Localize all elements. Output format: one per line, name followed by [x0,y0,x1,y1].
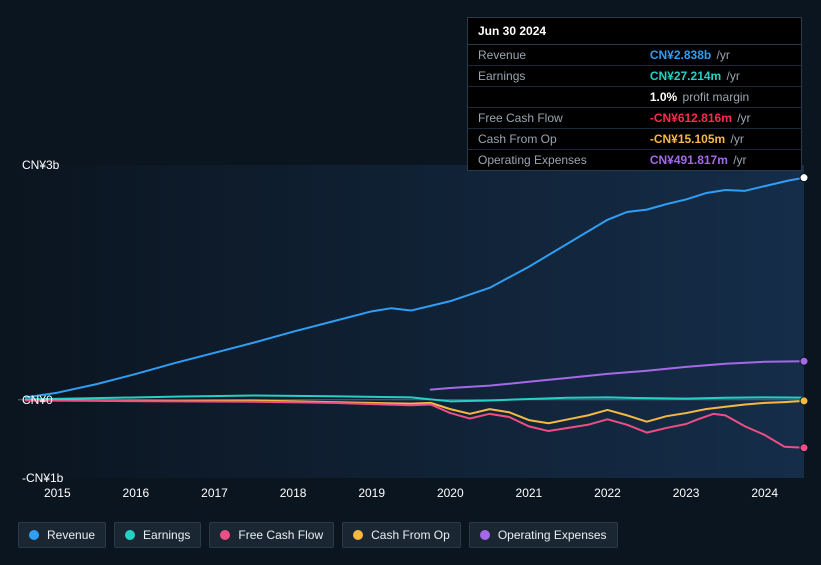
series-end-marker-operating-expenses [800,357,808,365]
tooltip-row: 1.0% profit margin [468,87,801,108]
tooltip-row-value: 1.0% profit margin [640,87,801,108]
y-axis-label: CN¥3b [22,158,59,172]
x-axis-label: 2017 [201,486,228,500]
tooltip-row-value: -CN¥612.816m /yr [640,108,801,129]
tooltip-row-value: CN¥491.817m /yr [640,150,801,171]
tooltip-row: RevenueCN¥2.838b /yr [468,45,801,66]
legend-label: Free Cash Flow [238,528,323,542]
tooltip-row: Cash From Op-CN¥15.105m /yr [468,129,801,150]
legend-item-free-cash-flow[interactable]: Free Cash Flow [209,522,334,548]
tooltip-row-value: -CN¥15.105m /yr [640,129,801,150]
legend-label: Earnings [143,528,190,542]
tooltip-row-label: Operating Expenses [468,150,640,171]
legend-label: Revenue [47,528,95,542]
chart-tooltip: Jun 30 2024 RevenueCN¥2.838b /yrEarnings… [467,17,802,171]
x-axis-label: 2019 [358,486,385,500]
tooltip-row: EarningsCN¥27.214m /yr [468,66,801,87]
series-end-marker-cash-from-op [800,397,808,405]
x-axis-label: 2021 [516,486,543,500]
tooltip-row-value: CN¥27.214m /yr [640,66,801,87]
tooltip-table: RevenueCN¥2.838b /yrEarningsCN¥27.214m /… [468,45,801,170]
legend-item-cash-from-op[interactable]: Cash From Op [342,522,461,548]
tooltip-row: Operating ExpensesCN¥491.817m /yr [468,150,801,171]
x-axis-label: 2024 [751,486,778,500]
legend-dot-icon [220,530,230,540]
x-axis-label: 2016 [123,486,150,500]
series-end-marker-free-cash-flow [800,444,808,452]
x-axis-label: 2018 [280,486,307,500]
x-axis-label: 2023 [673,486,700,500]
series-end-marker-revenue [800,174,808,182]
tooltip-row-label: Free Cash Flow [468,108,640,129]
x-axis-label: 2015 [44,486,71,500]
tooltip-row: Free Cash Flow-CN¥612.816m /yr [468,108,801,129]
x-axis-label: 2020 [437,486,464,500]
legend-label: Operating Expenses [498,528,607,542]
tooltip-date: Jun 30 2024 [468,18,801,45]
legend-dot-icon [29,530,39,540]
tooltip-row-label: Earnings [468,66,640,87]
legend-dot-icon [480,530,490,540]
y-axis-label: CN¥0 [22,393,53,407]
legend-dot-icon [125,530,135,540]
tooltip-row-label: Revenue [468,45,640,66]
legend-item-operating-expenses[interactable]: Operating Expenses [469,522,618,548]
legend-dot-icon [353,530,363,540]
tooltip-row-label: Cash From Op [468,129,640,150]
legend-item-revenue[interactable]: Revenue [18,522,106,548]
chart-legend: Revenue Earnings Free Cash Flow Cash From O… [18,522,618,548]
y-axis-label: -CN¥1b [22,471,63,485]
tooltip-row-value: CN¥2.838b /yr [640,45,801,66]
tooltip-row-label [468,87,640,108]
legend-item-earnings[interactable]: Earnings [114,522,201,548]
x-axis-label: 2022 [594,486,621,500]
legend-label: Cash From Op [371,528,450,542]
